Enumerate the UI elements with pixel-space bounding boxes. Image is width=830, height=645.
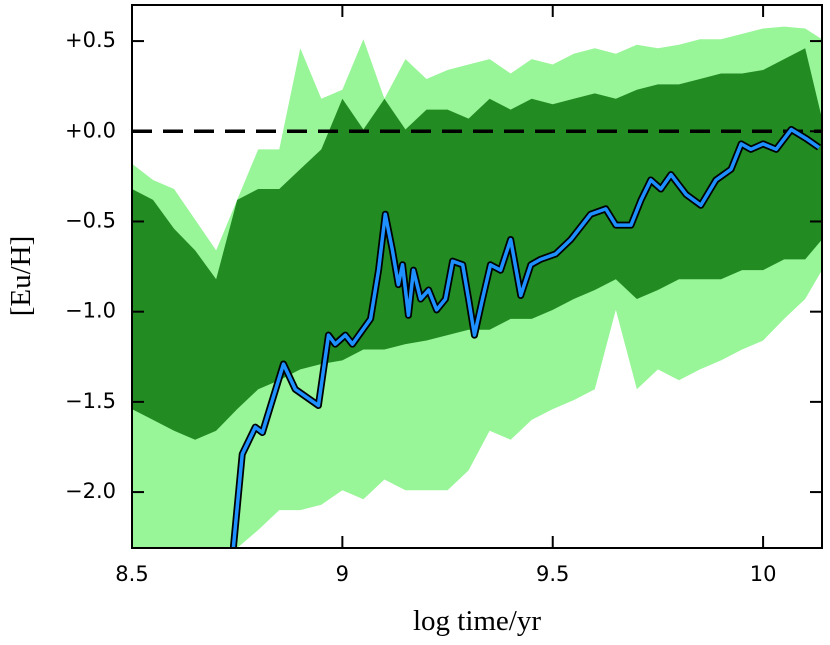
x-tick-label: 9	[336, 562, 349, 586]
y-tick-label: −1.5	[65, 389, 116, 413]
plot-frame	[131, 4, 823, 549]
band	[132, 48, 822, 440]
x-tick-label: 10	[750, 562, 777, 586]
x-tick-label: 9.5	[536, 562, 569, 586]
y-tick-label: +0.0	[65, 118, 116, 142]
y-tick-label: −1.0	[65, 299, 116, 323]
plot-area	[132, 26, 822, 548]
x-axis-title: log time/yr	[413, 605, 541, 637]
y-tick-label: −0.5	[65, 208, 116, 232]
x-tick-label: 8.5	[115, 562, 148, 586]
line	[231, 127, 821, 548]
y-tick-label: −2.0	[65, 479, 116, 503]
y-tick-label: +0.5	[65, 28, 116, 52]
y-axis-title: [Eu/H]	[5, 236, 37, 317]
